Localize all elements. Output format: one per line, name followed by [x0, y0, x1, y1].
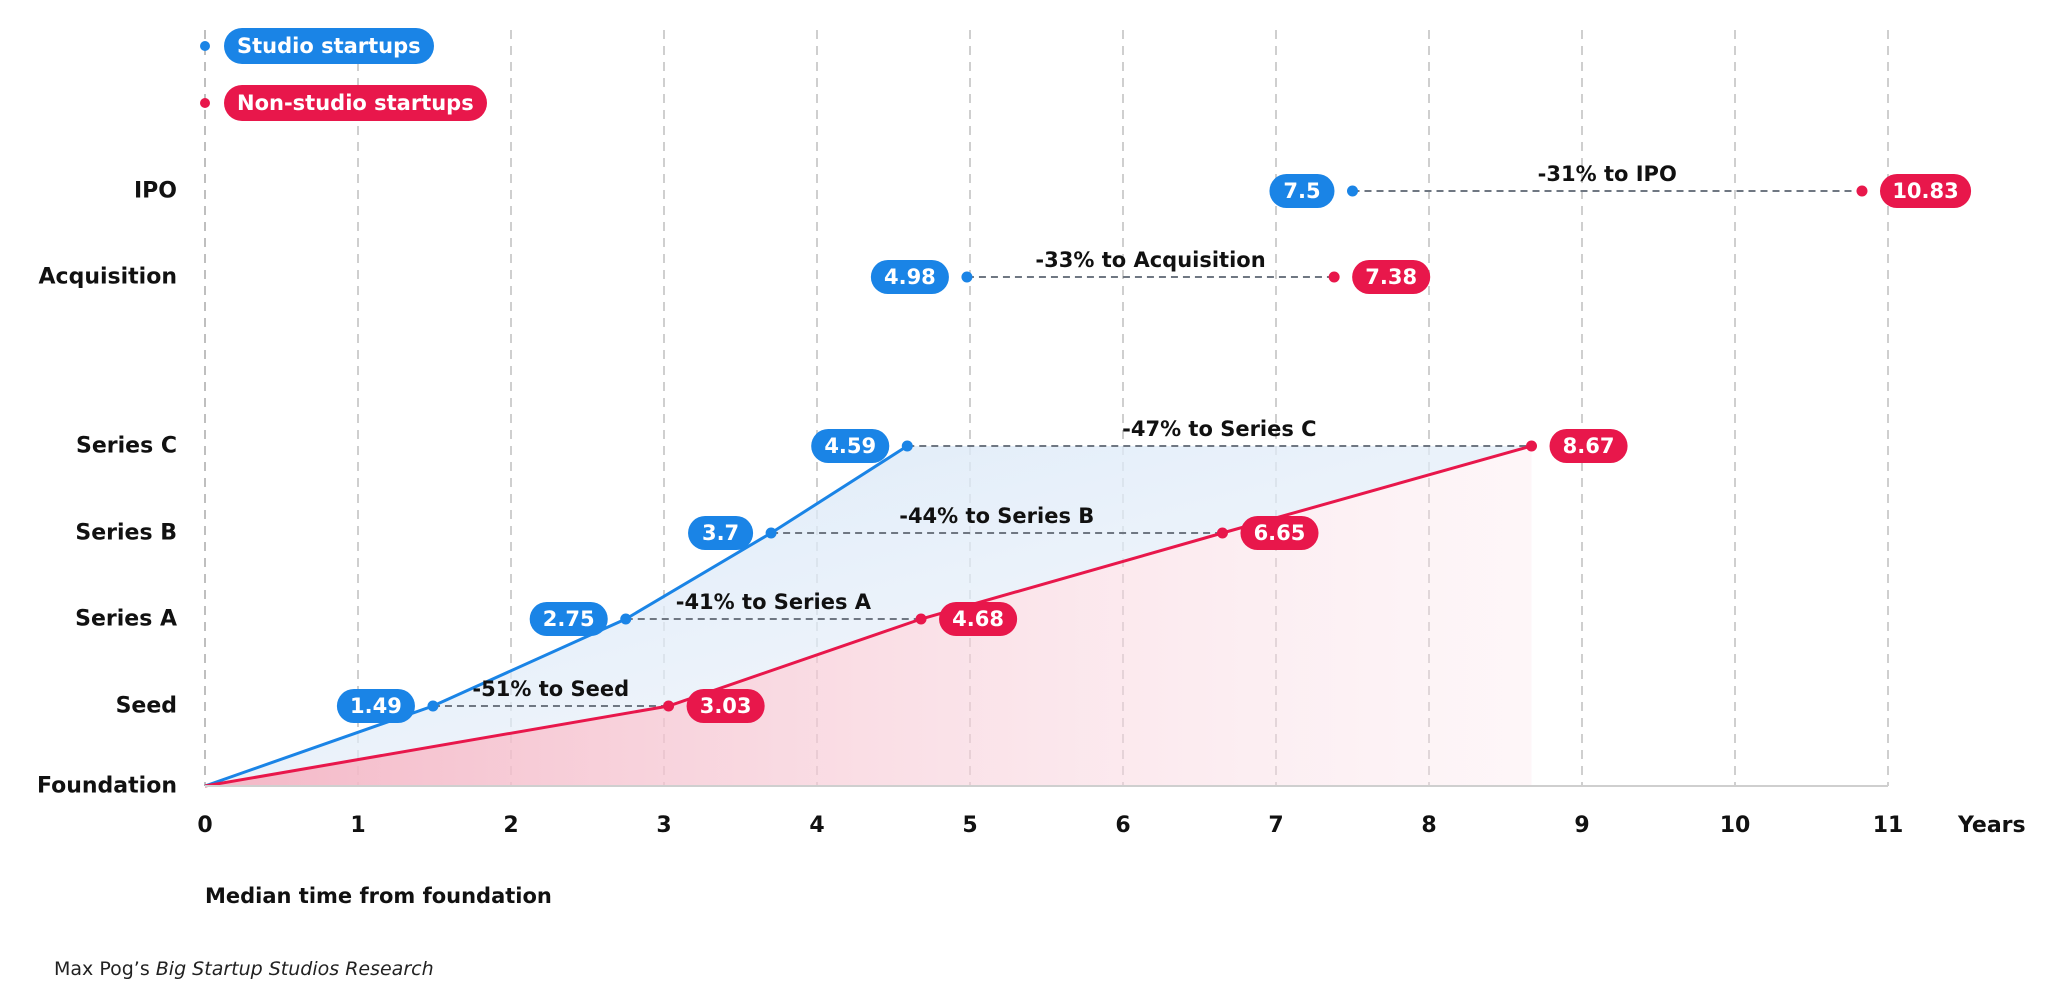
legend-label-studio: Studio startups	[224, 28, 434, 64]
annotation-series-a: -41% to Series A	[676, 590, 872, 614]
annotation-acquisition: -33% to Acquisition	[1035, 248, 1265, 272]
point-studio-series-a	[620, 613, 632, 625]
value-studio-series-b-pill	[688, 516, 754, 550]
value-studio-seed-pill	[336, 689, 415, 723]
y-label-ipo: IPO	[133, 178, 177, 204]
source-prefix: Max Pog’s	[54, 958, 156, 980]
point-non-studio-series-b	[1216, 527, 1228, 539]
legend-item-non-studio: Non-studio startups	[200, 85, 487, 121]
value-non-studio-acquisition-label: 7.38	[1365, 265, 1417, 289]
value-non-studio-acquisition-pill	[1352, 260, 1431, 294]
annotation-series-b: -44% to Series B	[899, 504, 1094, 528]
x-axis-unit: Years	[1957, 813, 2026, 838]
legend-dot-studio	[200, 41, 210, 51]
y-label-acquisition: Acquisition	[38, 264, 178, 290]
annotations: -51% to Seed -41% to Series A -44% to Seri…	[472, 162, 1676, 701]
point-studio-series-b	[765, 527, 777, 539]
connectors	[432, 190, 1862, 707]
data-labels: 1.49 2.75 3.7 4.59 4.98 7.5 3.03 4.68 6.65 8.67 7.…	[336, 174, 1972, 723]
value-studio-series-a-label: 2.75	[543, 607, 595, 631]
point-non-studio-seed	[663, 700, 675, 712]
value-non-studio-seed-label: 3.03	[700, 694, 752, 718]
y-label-seed: Seed	[115, 693, 177, 719]
point-studio-ipo	[1347, 185, 1358, 197]
value-studio-series-b-label: 3.7	[702, 521, 739, 545]
y-label-series-b: Series B	[75, 520, 177, 546]
x-axis: 0 1 2 3 4 5 6 7 8 9 10 11 Years	[197, 785, 2026, 838]
x-tick-label-0: 0	[197, 813, 212, 838]
x-axis-title: Median time from foundation	[205, 884, 552, 908]
area-studio	[205, 446, 1532, 786]
x-tick-label-5: 5	[962, 813, 977, 838]
legend-dot-non-studio	[200, 98, 210, 108]
value-studio-seed-label: 1.49	[350, 694, 402, 718]
value-studio-ipo-label: 7.5	[1283, 179, 1320, 203]
point-studio-seed	[427, 700, 439, 712]
value-studio-ipo-pill	[1269, 174, 1335, 208]
annotation-series-c: -47% to Series C	[1122, 417, 1316, 441]
source-credit: Max Pog’s Big Startup Studios Research	[54, 958, 434, 980]
y-label-series-a: Series A	[75, 606, 177, 632]
x-tick-label-10: 10	[1720, 813, 1751, 838]
x-tick-label-2: 2	[503, 813, 518, 838]
value-non-studio-series-c-label: 8.67	[1563, 434, 1615, 458]
value-non-studio-ipo-pill	[1879, 174, 1972, 208]
area-fills	[205, 446, 1532, 786]
x-tick-label-8: 8	[1421, 813, 1436, 838]
x-tick-label-9: 9	[1574, 813, 1589, 838]
value-non-studio-ipo-label: 10.83	[1892, 179, 1958, 203]
point-studio-acquisition	[961, 271, 973, 283]
annotation-ipo: -31% to IPO	[1538, 162, 1677, 186]
value-non-studio-series-b-pill	[1240, 516, 1319, 550]
value-non-studio-seed-pill	[686, 689, 765, 723]
point-non-studio-acquisition	[1328, 271, 1340, 283]
value-non-studio-series-b-label: 6.65	[1254, 521, 1306, 545]
value-studio-series-c-pill	[811, 429, 890, 463]
legend-label-non-studio: Non-studio startups	[224, 85, 487, 121]
value-studio-series-a-pill	[529, 602, 608, 636]
value-studio-series-c-label: 4.59	[824, 434, 876, 458]
y-label-foundation: Foundation	[36, 773, 177, 799]
x-tick-label-11: 11	[1873, 813, 1904, 838]
x-tick-label-1: 1	[350, 813, 365, 838]
point-studio-series-c	[901, 440, 913, 452]
y-label-series-c: Series C	[76, 433, 177, 459]
area-non-studio	[205, 446, 1532, 786]
x-tick-label-7: 7	[1268, 813, 1283, 838]
legend-item-studio: Studio startups	[200, 28, 434, 64]
source-title: Big Startup Studios Research	[155, 958, 434, 980]
x-tick-label-6: 6	[1115, 813, 1130, 838]
value-non-studio-series-a-label: 4.68	[952, 607, 1004, 631]
point-non-studio-series-c	[1526, 440, 1538, 452]
x-tick-label-4: 4	[809, 813, 824, 838]
point-non-studio-ipo	[1856, 185, 1868, 197]
data-points	[427, 185, 1868, 712]
value-non-studio-series-c-pill	[1549, 429, 1628, 463]
annotation-seed: -51% to Seed	[472, 677, 629, 701]
x-tick-label-3: 3	[656, 813, 671, 838]
point-non-studio-series-a	[915, 613, 927, 625]
value-studio-acquisition-pill	[870, 260, 949, 294]
value-studio-acquisition-label: 4.98	[884, 265, 936, 289]
value-non-studio-series-a-pill	[939, 602, 1018, 636]
